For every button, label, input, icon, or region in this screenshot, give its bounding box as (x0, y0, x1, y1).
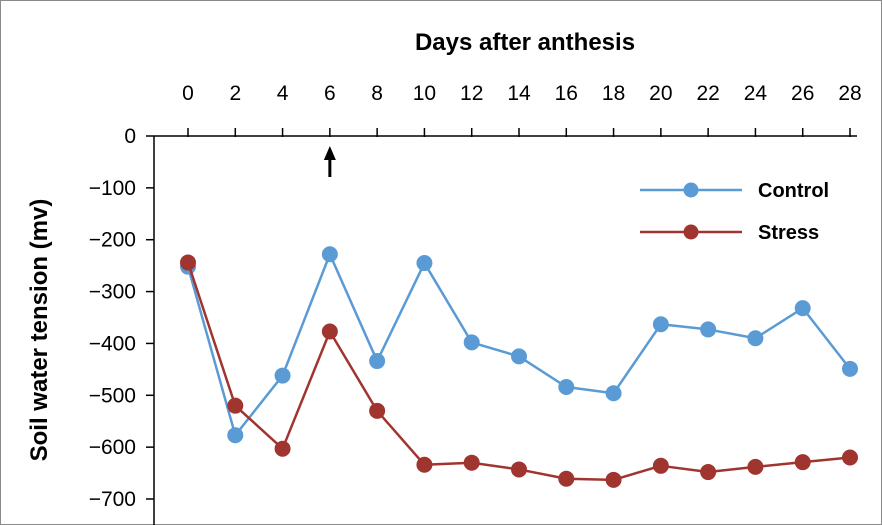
x-tick-label: 2 (229, 82, 241, 105)
series-line (186, 252, 851, 437)
y-axis-title: Soil water tension (mv) (26, 199, 53, 462)
y-tick-label: −100 (89, 177, 136, 200)
data-point (321, 323, 338, 340)
y-tick-label: 0 (124, 125, 136, 148)
data-point (416, 456, 433, 473)
x-tick-label: 28 (838, 82, 861, 105)
x-tick-label: 4 (277, 82, 289, 105)
data-point (652, 316, 669, 333)
data-point (369, 353, 386, 370)
data-point (227, 427, 244, 444)
arrow-head (323, 146, 336, 160)
series-layer (180, 246, 858, 488)
data-point (842, 449, 858, 466)
x-tick-label: 24 (744, 82, 768, 105)
x-axis-title: Days after anthesis (415, 29, 635, 56)
y-tick-label: −300 (89, 281, 136, 304)
x-tick-label: 8 (371, 82, 383, 105)
data-point (747, 458, 764, 475)
x-tick-label: 18 (602, 82, 625, 105)
data-point (463, 334, 480, 351)
data-point (605, 471, 622, 488)
data-point (511, 461, 527, 478)
x-tick-label: 20 (649, 82, 672, 105)
data-point (558, 378, 575, 395)
series-stress (180, 254, 858, 488)
data-point (274, 440, 291, 457)
x-tick-label: 22 (696, 82, 719, 105)
data-point (747, 330, 764, 347)
x-tick-label: 26 (791, 82, 814, 105)
legend-item-control: Control (640, 180, 829, 202)
series-control (180, 246, 858, 444)
data-point (652, 457, 669, 474)
x-tick-label: 12 (460, 82, 483, 105)
data-point (794, 300, 811, 317)
data-point (416, 255, 433, 272)
x-tick-label: 14 (507, 82, 531, 105)
data-point (369, 402, 386, 419)
legend: Control Stress (640, 180, 829, 244)
data-point (321, 246, 338, 263)
data-point (274, 367, 291, 384)
x-tick-label: 6 (324, 82, 336, 105)
data-point (842, 360, 858, 377)
data-point (227, 397, 244, 414)
data-point (463, 454, 480, 471)
y-tick-label: −200 (89, 229, 136, 252)
data-point (794, 454, 811, 471)
data-point (700, 321, 717, 338)
y-tick-label: −400 (89, 332, 136, 355)
annotation-layer (323, 146, 336, 177)
data-point (511, 348, 527, 365)
data-point (558, 470, 575, 487)
legend-marker (683, 182, 699, 198)
legend-label: Stress (758, 222, 819, 244)
legend-marker (683, 224, 699, 240)
data-point (180, 254, 196, 271)
x-tick-label: 16 (555, 82, 578, 105)
x-tick-label: 10 (413, 82, 436, 105)
y-tick-label: −600 (89, 436, 136, 459)
data-point (700, 464, 717, 481)
x-tick-label: 0 (182, 82, 194, 105)
annotation-arrow (323, 146, 336, 177)
legend-item-stress: Stress (640, 222, 819, 244)
legend-label: Control (758, 180, 829, 202)
axes: 0 2 4 6 8 10 12 14 16 18 20 22 24 26 280−100−200−300−4… (89, 82, 862, 525)
y-tick-label: −700 (89, 488, 136, 511)
y-tick-label: −500 (89, 384, 136, 407)
data-point (605, 385, 622, 402)
